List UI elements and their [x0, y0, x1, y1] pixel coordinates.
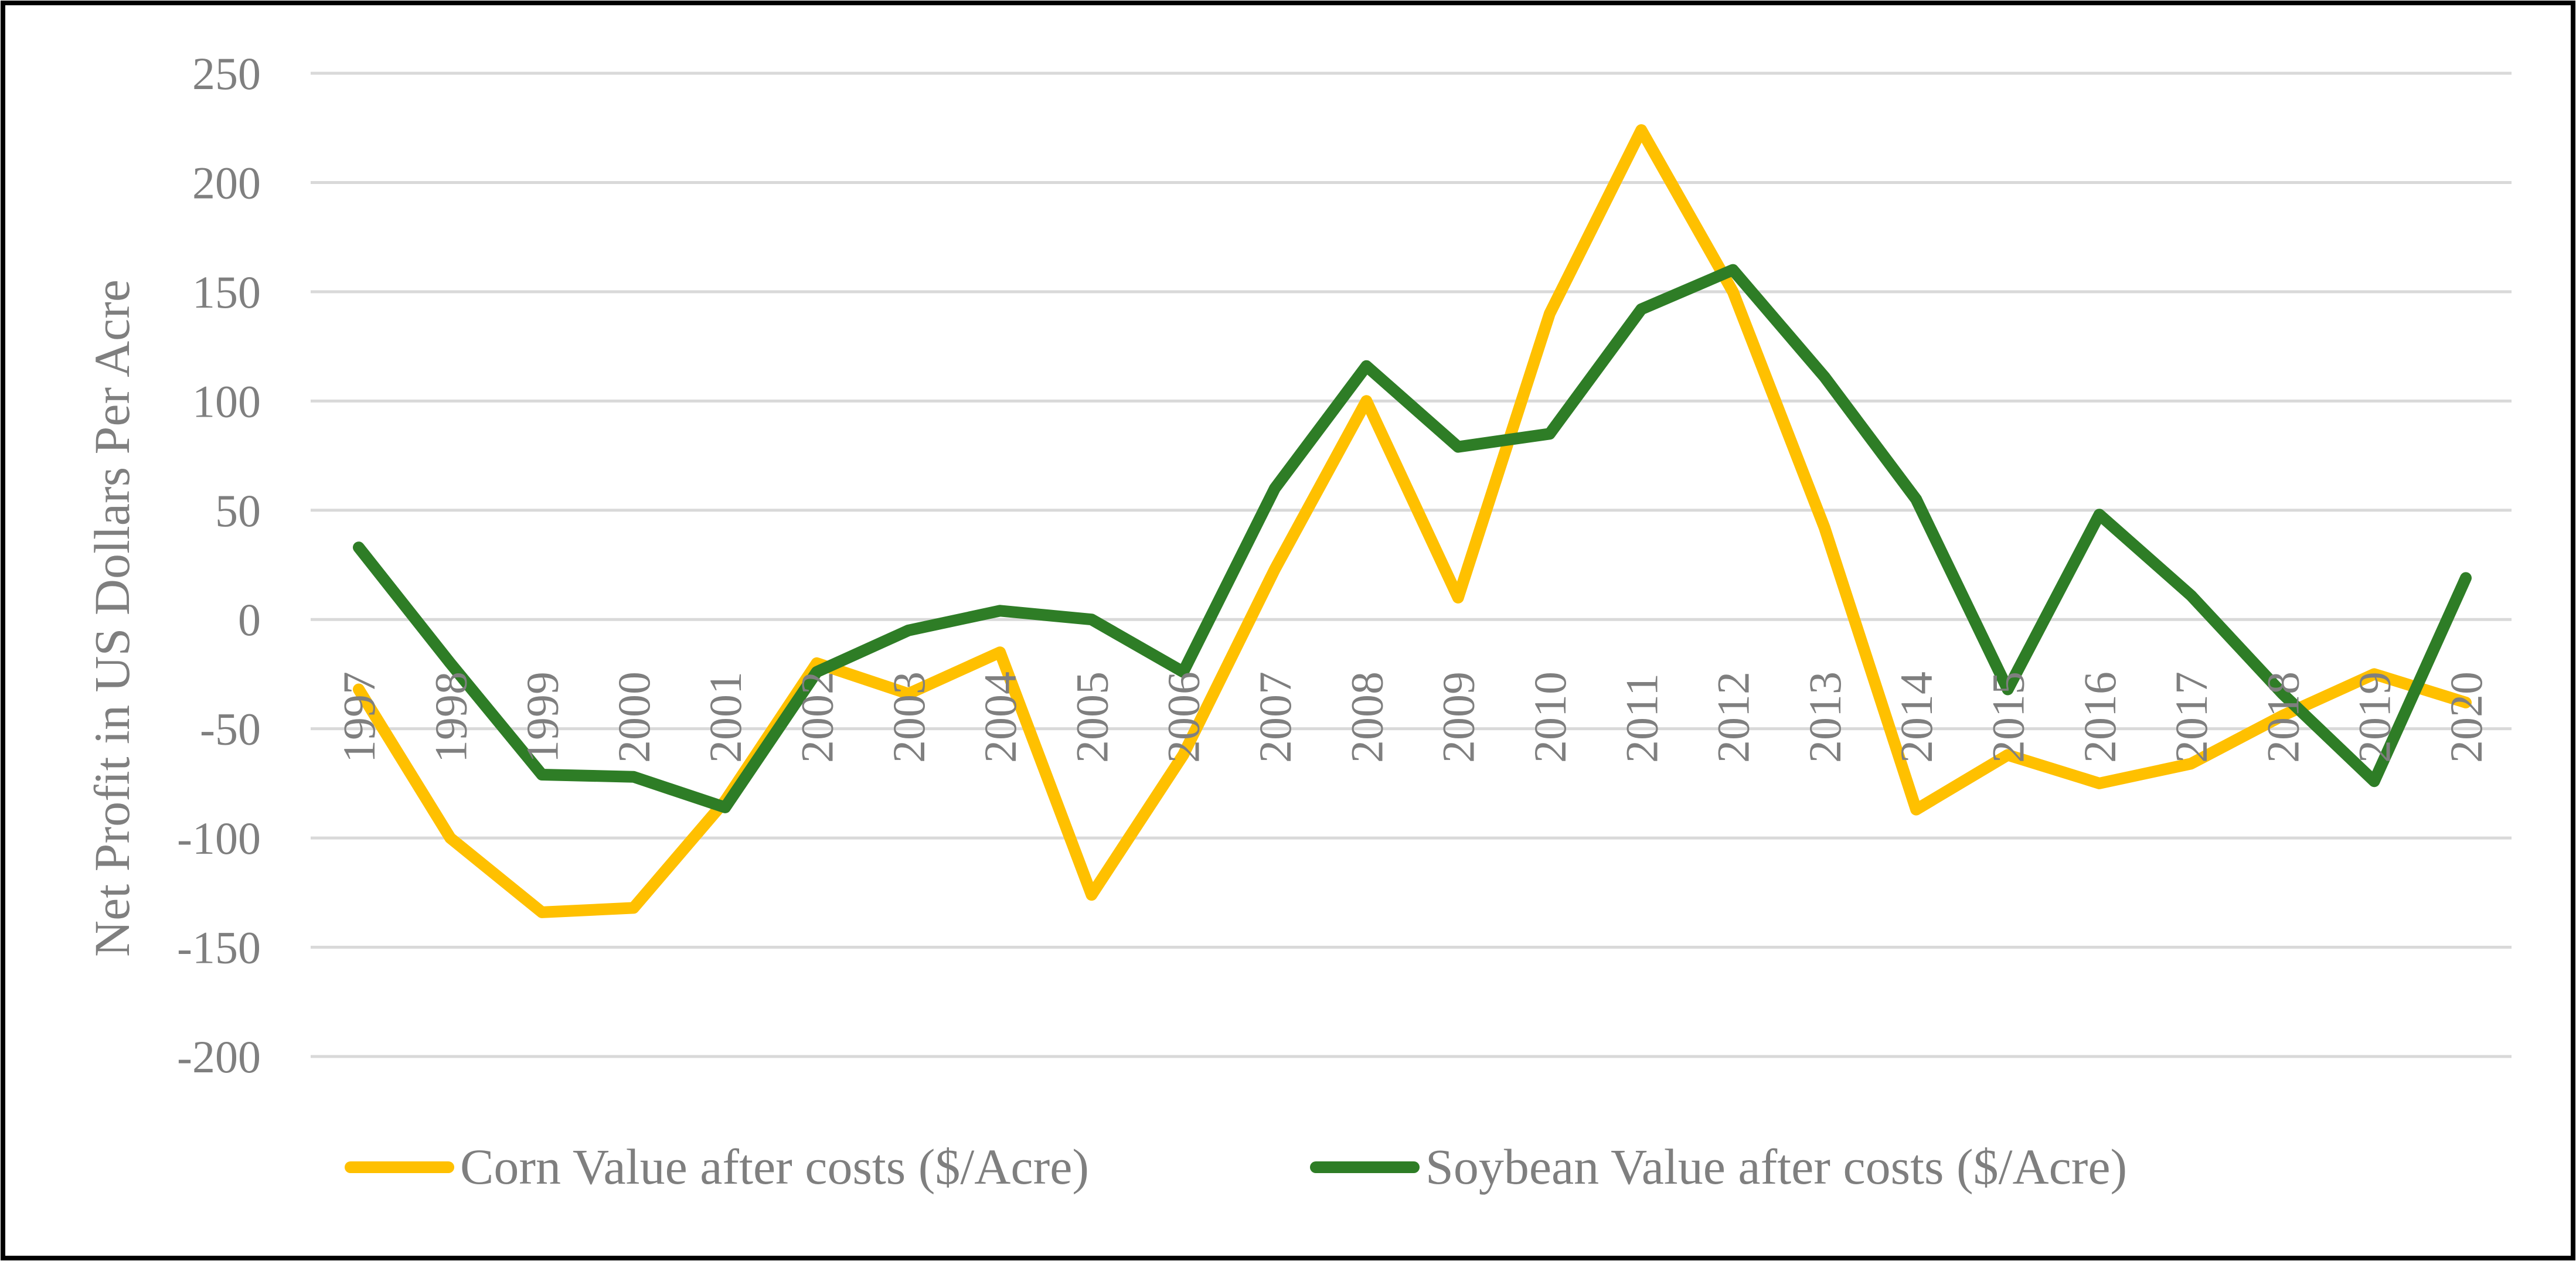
y-tick-label: -100: [177, 813, 261, 864]
y-tick-label: -150: [177, 922, 261, 973]
x-tick-label: 2000: [608, 672, 659, 763]
x-axis-ticks: 1997 1998 1999 2000 2001 2002 2003 2004 2005 2006…: [334, 672, 2492, 763]
y-tick-label: 250: [192, 48, 261, 99]
x-tick-label: 2015: [1983, 672, 2034, 763]
legend: Corn Value after costs ($/Acre) Soybean …: [345, 1139, 2127, 1195]
y-tick-label: -50: [200, 704, 261, 755]
x-tick-label: 1997: [334, 672, 384, 763]
x-tick-label: 2014: [1891, 672, 1942, 763]
x-tick-label: 2020: [2441, 672, 2492, 763]
x-tick-label: 2002: [792, 672, 843, 763]
x-tick-label: 2013: [1799, 672, 1850, 763]
legend-label-corn: Corn Value after costs ($/Acre): [460, 1139, 1089, 1195]
legend-label-soybean: Soybean Value after costs ($/Acre): [1425, 1139, 2127, 1195]
x-tick-label: 2009: [1433, 672, 1484, 763]
series-line-soybean: [353, 264, 2472, 813]
y-tick-label: 200: [192, 157, 261, 208]
x-tick-label: 2018: [2257, 672, 2308, 763]
x-tick-label: 2017: [2166, 672, 2217, 763]
x-tick-label: 2005: [1066, 672, 1117, 763]
y-tick-label: 50: [215, 485, 261, 536]
x-tick-label: 2016: [2074, 672, 2125, 763]
y-tick-label: 150: [192, 267, 261, 318]
x-tick-label: 1998: [425, 672, 476, 763]
y-axis-ticks: 250 200 150 100 50 0 -50 -100 -150 -200: [177, 48, 261, 1082]
series-lines: [353, 124, 2472, 918]
x-tick-label: 2011: [1616, 673, 1667, 763]
x-tick-label: 2006: [1158, 672, 1209, 763]
x-tick-label: 1999: [517, 672, 568, 763]
x-tick-label: 2010: [1524, 672, 1575, 763]
y-tick-label: 0: [238, 594, 261, 645]
y-tick-label: 100: [192, 376, 261, 427]
x-tick-label: 2004: [975, 672, 1026, 763]
x-tick-label: 2001: [700, 672, 751, 763]
x-tick-label: 2008: [1341, 672, 1392, 763]
y-axis-title: Net Profit in US Dollars Per Acre: [84, 280, 140, 957]
x-tick-label: 2012: [1708, 672, 1759, 763]
x-tick-label: 2003: [883, 672, 934, 763]
y-tick-label: -200: [177, 1031, 261, 1082]
x-tick-label: 2007: [1250, 672, 1301, 763]
x-tick-label: 2019: [2349, 672, 2400, 763]
series-line-corn: [353, 124, 2472, 918]
